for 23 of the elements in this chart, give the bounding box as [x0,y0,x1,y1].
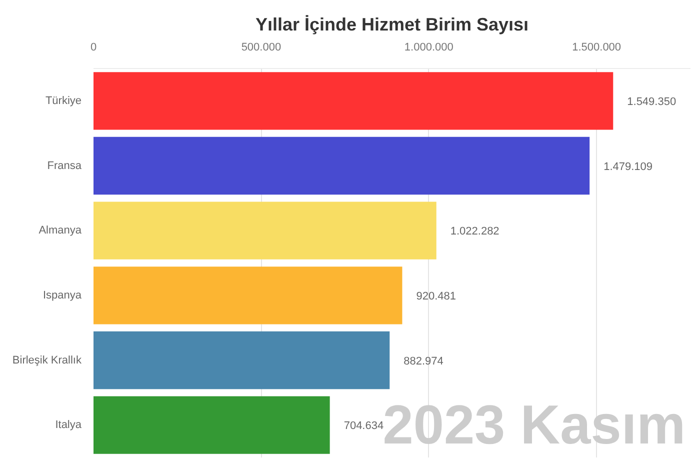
y-tick-label: Birleşik Krallık [12,354,82,366]
bar [94,136,590,195]
y-tick-label: Fransa [47,160,82,172]
y-tick-label: Almanya [38,224,82,237]
x-tick-label: 0 [90,42,97,54]
data-label: 920.481 [416,290,456,302]
data-label: 704.634 [344,420,384,432]
bar [94,72,614,130]
x-tick-label: 1.000.000 [404,42,454,54]
y-tick-label: Türkiye [45,94,82,107]
chart-title: Yıllar İçinde Hizmet Birim Sayısı [255,14,529,34]
data-label: 882.974 [404,355,444,368]
bar [94,266,402,324]
y-tick-label: Ispanya [42,289,82,302]
x-tick-label: 500.000 [241,42,282,54]
bar [94,202,436,260]
y-tick-label: Italya [55,419,82,432]
data-label: 1.549.350 [627,96,676,108]
data-label: 1.479.109 [604,160,653,173]
bar [94,331,390,390]
data-label: 1.022.282 [450,226,500,238]
x-tick-label: 1.500.000 [572,42,622,54]
bar [94,396,330,454]
